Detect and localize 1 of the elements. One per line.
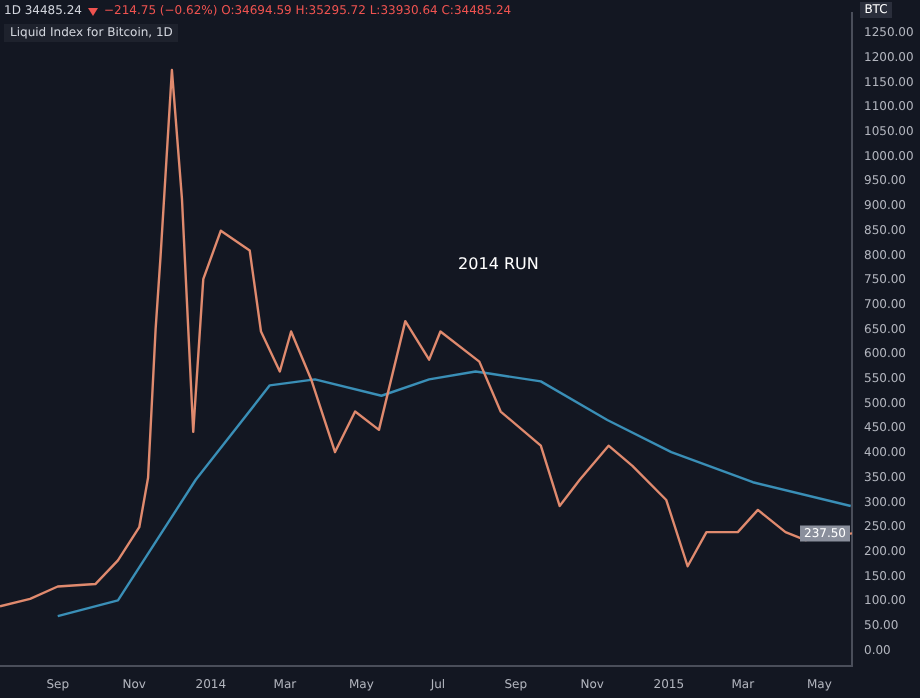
annotation: 2014 RUN xyxy=(458,254,539,273)
